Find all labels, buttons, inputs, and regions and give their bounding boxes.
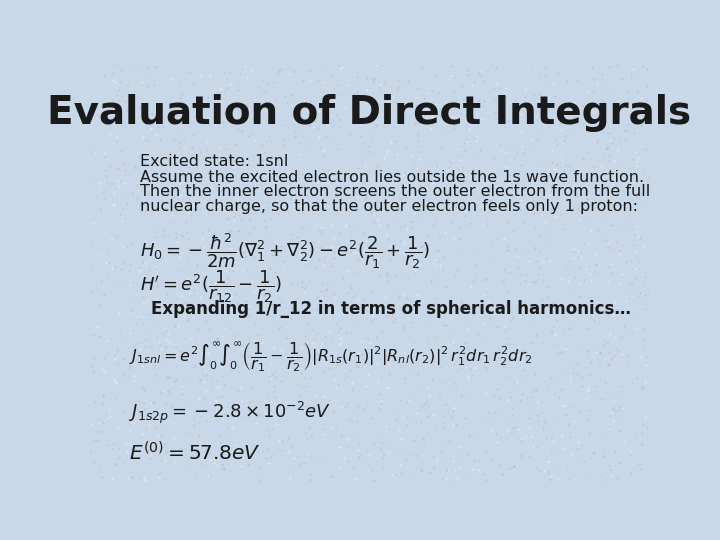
Text: $H' = e^2(\dfrac{1}{r_{12}} - \dfrac{1}{r_2})$: $H' = e^2(\dfrac{1}{r_{12}} - \dfrac{1}{… [140,268,282,305]
Text: Expanding 1/r_12 in terms of spherical harmonics…: Expanding 1/r_12 in terms of spherical h… [151,300,631,318]
Text: Excited state: 1snl: Excited state: 1snl [140,154,289,169]
Text: $E^{(0)} = 57.8 eV$: $E^{(0)} = 57.8 eV$ [129,441,261,464]
Text: $J_{1snl} = e^2 \int_0^{\infty}\!\int_0^{\infty} \left(\dfrac{1}{r_1} - \dfrac{1: $J_{1snl} = e^2 \int_0^{\infty}\!\int_0^… [129,341,533,375]
Text: $J_{1s2p} = -2.8 \times 10^{-2} eV$: $J_{1s2p} = -2.8 \times 10^{-2} eV$ [129,400,331,426]
Text: Then the inner electron screens the outer electron from the full: Then the inner electron screens the oute… [140,184,650,199]
Text: Evaluation of Direct Integrals: Evaluation of Direct Integrals [47,94,691,132]
Text: nuclear charge, so that the outer electron feels only 1 proton:: nuclear charge, so that the outer electr… [140,199,638,214]
Text: Assume the excited electron lies outside the 1s wave function.: Assume the excited electron lies outside… [140,170,644,185]
Text: $H_0 = -\dfrac{\hbar^2}{2m}(\nabla_1^2 + \nabla_2^2) - e^2(\dfrac{2}{r_1} + \dfr: $H_0 = -\dfrac{\hbar^2}{2m}(\nabla_1^2 +… [140,231,431,271]
